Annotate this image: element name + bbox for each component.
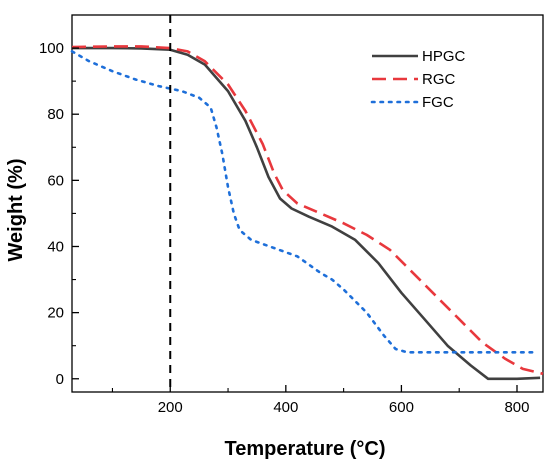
legend-entry-rgc: RGC [372,71,456,88]
x-axis-title: Temperature (°C) [225,438,386,460]
series-line-rgc [71,45,544,376]
legend-entry-hpgc: HPGC [372,48,466,65]
y-tick-label: 20 [47,305,64,322]
x-tick-label: 600 [389,399,414,416]
y-axis-title: Weight (%) [5,159,27,262]
legend-box [368,40,518,112]
y-tick-label: 100 [39,40,64,57]
y-tick-label: 60 [47,172,64,189]
plot-area-border [71,14,544,393]
x-tick-label: 200 [158,399,183,416]
legend-entry-fgc: FGC [370,94,454,111]
x-tick-label: 400 [273,399,298,416]
legend-label-rgc: RGC [422,71,456,88]
x-tick-label: 800 [504,399,529,416]
legend-label-hpgc: HPGC [422,48,466,65]
y-tick-label: 0 [56,371,64,388]
legend: HPGC RGC FGC [368,40,518,112]
y-tick-label: 40 [47,238,64,255]
plot-frame [71,14,544,393]
series-line-fgc [70,50,536,354]
axis-layer: 200 400 600 800 0 20 40 60 80 100 [39,40,530,416]
series-layer [70,45,544,381]
y-tick-label: 80 [47,106,64,123]
legend-label-fgc: FGC [422,94,454,111]
